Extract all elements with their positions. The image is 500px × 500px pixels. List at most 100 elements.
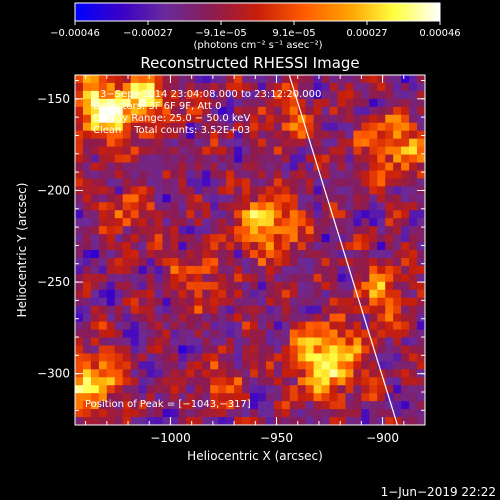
heatmap-cell	[114, 417, 124, 425]
heatmap-cell	[273, 337, 283, 346]
heatmap-cell	[114, 186, 124, 195]
heatmap-cell	[265, 297, 275, 307]
heatmap-cell	[170, 265, 179, 275]
heatmap-cell	[202, 106, 211, 116]
heatmap-cell	[305, 305, 315, 315]
heatmap-cell	[329, 313, 338, 322]
heatmap-cell	[75, 305, 84, 315]
heatmap-cell	[98, 409, 108, 418]
heatmap-cell	[106, 337, 116, 346]
heatmap-cell	[417, 361, 425, 370]
heatmap-cell	[385, 353, 394, 362]
heatmap-cell	[369, 178, 378, 187]
heatmap-cell	[297, 353, 307, 362]
heatmap-cell	[393, 369, 402, 378]
heatmap-cell	[353, 257, 362, 267]
heatmap-cell	[170, 289, 179, 299]
heatmap-cell	[178, 409, 187, 418]
heatmap-cell	[289, 234, 299, 243]
heatmap-cell	[321, 409, 330, 418]
heatmap-cell	[154, 90, 163, 100]
heatmap-cell	[146, 178, 155, 187]
heatmap-cell	[329, 409, 338, 418]
heatmap-cell	[321, 273, 330, 283]
heatmap-cell	[75, 361, 84, 370]
heatmap-cell	[297, 146, 307, 155]
heatmap-cell	[265, 218, 275, 227]
colorbar-tick-label: −0.00046	[50, 28, 100, 39]
heatmap-cell	[82, 242, 92, 251]
heatmap-cell	[106, 218, 116, 227]
heatmap-cell	[210, 218, 219, 227]
heatmap-cell	[329, 377, 338, 386]
heatmap-cell	[210, 345, 219, 354]
heatmap-cell	[265, 393, 275, 402]
heatmap-cell	[289, 393, 299, 402]
heatmap-cell	[194, 385, 203, 394]
heatmap-cell	[265, 162, 275, 171]
heatmap-cell	[98, 210, 108, 219]
heatmap-cell	[114, 345, 124, 354]
heatmap-cell	[146, 226, 155, 235]
heatmap-cell	[146, 337, 155, 346]
heatmap-cell	[353, 130, 362, 140]
heatmap-cell	[409, 345, 418, 354]
heatmap-cell	[265, 345, 275, 354]
heatmap-cell	[178, 170, 187, 179]
heatmap-cell	[162, 226, 171, 235]
heatmap-cell	[162, 393, 171, 402]
heatmap-cell	[353, 369, 362, 378]
heatmap-cell	[321, 114, 330, 124]
heatmap-cell	[98, 393, 108, 402]
heatmap-cell	[138, 98, 147, 108]
heatmap-cell	[170, 377, 179, 386]
heatmap-cell	[90, 345, 100, 354]
heatmap-cell	[162, 257, 171, 267]
heatmap-cell	[122, 385, 132, 394]
heatmap-cell	[257, 401, 267, 410]
heatmap-cell	[122, 210, 132, 219]
heatmap-cell	[250, 305, 259, 315]
heatmap-cell	[170, 353, 179, 362]
heatmap-cell	[401, 417, 410, 425]
heatmap-cell	[385, 289, 394, 299]
heatmap-cell	[90, 130, 100, 140]
heatmap-cell	[75, 385, 84, 394]
heatmap-cell	[242, 297, 251, 307]
heatmap-cell	[337, 154, 346, 163]
heatmap-cell	[281, 218, 291, 227]
heatmap-cell	[401, 106, 410, 116]
heatmap-cell	[417, 417, 425, 425]
heatmap-cell	[130, 377, 140, 386]
heatmap-cell	[114, 353, 124, 362]
heatmap-cell	[385, 146, 394, 155]
heatmap-cell	[409, 313, 418, 322]
heatmap-cell	[265, 337, 275, 346]
heatmap-cell	[289, 130, 299, 140]
heatmap-cell	[321, 186, 330, 195]
heatmap-cell	[226, 162, 235, 171]
heatmap-cell	[186, 265, 195, 275]
heatmap-cell	[417, 138, 425, 147]
heatmap-cell	[202, 130, 211, 140]
heatmap-cell	[337, 226, 346, 235]
heatmap-cell	[281, 242, 291, 251]
heatmap-cell	[210, 361, 219, 370]
heatmap-cell	[321, 98, 330, 108]
heatmap-cell	[353, 226, 362, 235]
heatmap-cell	[130, 297, 140, 307]
heatmap-cell	[154, 250, 163, 259]
heatmap-cell	[162, 353, 171, 362]
heatmap-cell	[289, 210, 299, 219]
heatmap-cell	[154, 281, 163, 291]
heatmap-cell	[313, 114, 322, 124]
heatmap-cell	[329, 369, 338, 378]
heatmap-cell	[393, 353, 402, 362]
heatmap-cell	[146, 297, 155, 307]
colorbar-tick-label: 9.1e−05	[272, 28, 315, 39]
heatmap-cell	[313, 265, 322, 275]
heatmap-cell	[98, 321, 108, 330]
heatmap-cell	[130, 313, 140, 322]
heatmap-cell	[377, 329, 386, 338]
heatmap-cell	[250, 377, 259, 386]
